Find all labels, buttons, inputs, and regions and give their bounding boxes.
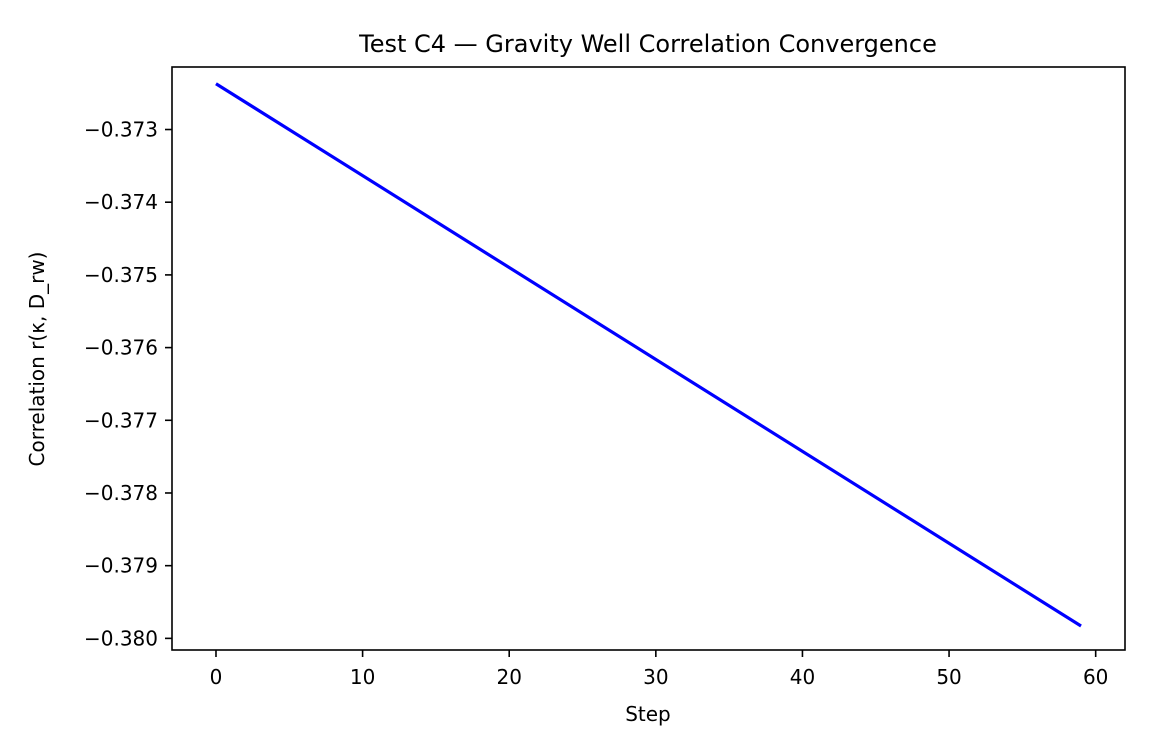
y-tick-label-6: −0.379 [84,554,158,578]
series-line-0 [215,82,1082,628]
y-axis-label: Correlation r(κ, D_rw) [25,252,49,467]
chart-title: Test C4 — Gravity Well Correlation Conve… [358,30,937,58]
x-tick-label-1: 10 [350,665,375,689]
y-tick-label-3: −0.376 [84,336,158,360]
y-tick-label-7: −0.380 [84,626,158,650]
x-tick-label-5: 50 [936,665,961,689]
y-tick-label-1: −0.374 [84,190,158,214]
x-tick-label-0: 0 [210,665,223,689]
x-tick-label-3: 30 [643,665,668,689]
plot-area: 0 10 20 30 40 50 60 −0.373 −0.374 −0.375 −0.376 −0.… [84,66,1126,689]
x-tick-label-4: 40 [790,665,815,689]
y-tick-label-5: −0.378 [84,481,158,505]
x-axis-label: Step [625,702,671,726]
y-tick-label-2: −0.375 [84,263,158,287]
y-tick-label-0: −0.373 [84,118,158,142]
x-tick-label-6: 60 [1083,665,1108,689]
plot-frame [171,66,1126,651]
y-tick-label-4: −0.377 [84,408,158,432]
x-tick-label-2: 20 [496,665,521,689]
